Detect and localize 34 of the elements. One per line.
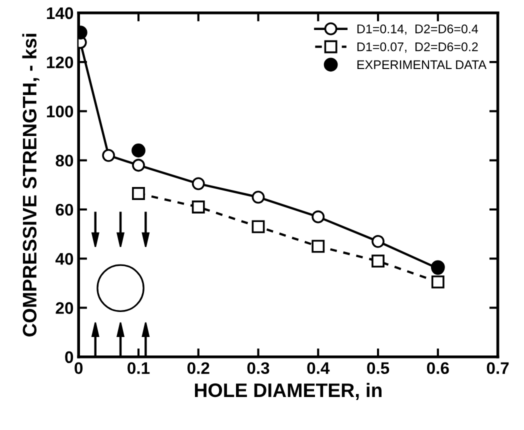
y-tick-label: 0 [65, 351, 74, 364]
point [192, 177, 205, 190]
point [192, 200, 205, 214]
y-axis-title: COMPRESSIVE STRENGTH, - ksi [22, 34, 40, 336]
x-tick-label: 0.2 [187, 362, 210, 374]
legend-label: D1=0.14, D2=D6=0.4 [357, 24, 478, 35]
point [252, 220, 265, 234]
point [132, 187, 145, 200]
y-tick-label: 120 [46, 56, 74, 68]
x-tick-label: 0.3 [247, 362, 270, 374]
y-tick-label: 20 [56, 302, 74, 314]
x-axis-title: HOLE DIAMETER, in [194, 382, 382, 400]
y-tick-label: 140 [46, 7, 74, 20]
y-tick-label: 80 [56, 154, 74, 167]
y-tick-label: 40 [55, 253, 74, 265]
point [372, 234, 384, 248]
point [431, 275, 444, 288]
point [312, 210, 325, 224]
point [372, 254, 384, 268]
point [132, 158, 145, 172]
x-tick-label: 0 [74, 362, 83, 374]
point [102, 148, 116, 162]
x-tick-label: 0.5 [367, 362, 390, 374]
point [252, 190, 265, 204]
y-tick-label: 60 [56, 204, 74, 216]
legend-label: D1=0.07, D2=D6=0.2 [357, 42, 478, 53]
y-tick-label: 100 [46, 106, 74, 118]
x-tick-label: 0.7 [486, 362, 509, 374]
x-tick-label: 0.4 [307, 362, 330, 374]
legend-label: EXPERIMENTAL DATA [357, 60, 487, 70]
point [312, 240, 325, 253]
x-tick-label: 0.1 [128, 362, 150, 374]
x-tick-label: 0.6 [426, 362, 449, 374]
point [132, 144, 146, 158]
